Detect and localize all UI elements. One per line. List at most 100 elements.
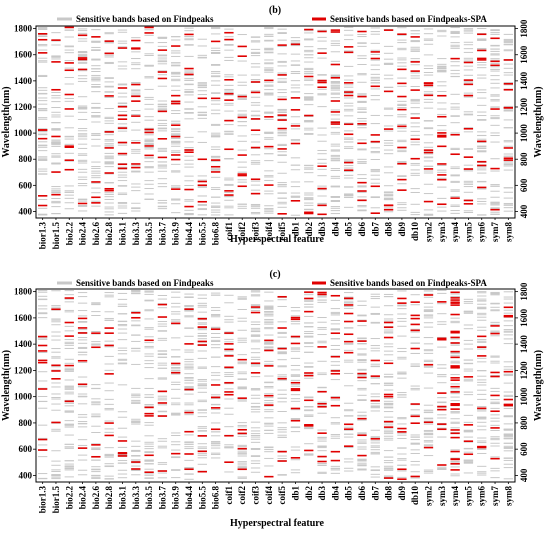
feature-column-db2 [304, 28, 314, 215]
feature-column-bio3.7 [157, 36, 168, 210]
feature-column-db10 [410, 30, 420, 216]
x-tick-label: bio6.8 [211, 222, 221, 246]
feature-column-bio2.6 [91, 302, 101, 479]
feature-column-bio4.4 [184, 27, 194, 216]
y-axis-title-left: Wavelength(nm) [1, 350, 12, 421]
feature-column-sym5 [463, 28, 474, 214]
feature-column-db3 [317, 29, 327, 216]
x-tick-label: db7 [370, 486, 380, 501]
feature-column-bio2.4 [77, 292, 88, 476]
panel-label: (b) [269, 5, 281, 16]
feature-column-bio3.1 [117, 292, 128, 479]
x-tick-label: bior1.3 [38, 486, 48, 514]
y-axis-title-left: Wavelength(nm) [1, 86, 12, 157]
feature-column-bio2.6 [91, 29, 101, 207]
feature-column-bior1.3 [38, 290, 48, 480]
y-tick-label-left: 400 [19, 470, 33, 480]
feature-column-sym2 [423, 28, 434, 216]
feature-column-db7 [370, 293, 380, 478]
plot-frame [35, 25, 516, 219]
y-tick-label-right: 1200 [519, 97, 529, 116]
feature-column-db1 [290, 307, 301, 474]
x-tick-label: bio2.2 [64, 222, 74, 246]
feature-column-sym6 [477, 291, 487, 476]
y-tick-label-right: 1600 [519, 45, 529, 64]
feature-column-db9 [397, 27, 407, 211]
x-tick-label: bio3.5 [144, 222, 154, 246]
x-tick-label: db9 [397, 486, 407, 501]
feature-column-bio2.2 [64, 290, 74, 478]
y-tick-label-right: 600 [519, 442, 529, 456]
feature-column-db1 [290, 37, 301, 216]
y-tick-label-right: 1800 [519, 19, 529, 37]
x-tick-label: bio3.1 [117, 222, 127, 246]
y-tick-label-left: 1000 [14, 128, 33, 138]
y-axis-title-right: Wavelength(nm) [533, 350, 544, 421]
y-tick-label-right: 1600 [519, 308, 529, 327]
feature-column-coif2 [237, 296, 247, 479]
x-tick-label: bio2.4 [78, 222, 88, 246]
x-tick-label: bio2.4 [78, 486, 88, 510]
x-tick-label: coif3 [251, 486, 261, 505]
x-tick-label: bio3.5 [144, 486, 154, 510]
x-tick-label: sym2 [424, 486, 434, 506]
x-tick-label: db5 [344, 486, 354, 501]
feature-column-db9 [397, 290, 407, 480]
feature-column-bio2.2 [64, 26, 74, 210]
feature-column-sym5 [463, 298, 474, 474]
legend-label-findpeaks: Sensitive bands based on Findpeaks [76, 14, 214, 24]
x-tick-label: db6 [357, 222, 367, 237]
y-tick-label-right: 400 [519, 468, 529, 482]
y-tick-label-right: 600 [519, 178, 529, 192]
x-tick-label: bio6.8 [211, 486, 221, 510]
feature-column-db8 [383, 28, 394, 213]
x-tick-label: sym7 [490, 222, 500, 242]
x-tick-label: sym4 [450, 486, 460, 506]
feature-column-sym8 [503, 291, 513, 480]
feature-column-coif5 [277, 28, 287, 215]
feature-column-db5 [344, 292, 354, 472]
feature-column-bio2.8 [104, 32, 114, 216]
y-tick-label-left: 400 [19, 206, 33, 216]
y-tick-label-left: 800 [19, 154, 33, 164]
legend-label-findpeaks-spa: Sensitive bands based on Findpeaks-SPA [330, 278, 487, 288]
x-tick-label: coif1 [224, 222, 234, 241]
x-tick-label: sym7 [490, 486, 500, 506]
feature-column-bio4.4 [184, 293, 194, 480]
x-tick-label: bio3.7 [157, 486, 167, 510]
legend-label-findpeaks: Sensitive bands based on Findpeaks [76, 278, 214, 288]
feature-column-bio3.3 [131, 289, 141, 476]
x-axis-title: Hyperspectral feature [230, 234, 325, 245]
x-tick-label: db10 [410, 222, 420, 242]
x-tick-label: db4 [330, 486, 340, 501]
chart-panel-0: (b)Sensitive bands based on Findpeaks Sen… [1, 5, 544, 249]
x-tick-label: coif1 [224, 486, 234, 505]
y-tick-label-left: 1200 [14, 365, 33, 375]
feature-column-sym8 [503, 33, 513, 212]
panel-label: (c) [269, 269, 280, 280]
y-tick-label-left: 1200 [14, 102, 33, 112]
legend: Sensitive bands based on Findpeaks Sensit… [57, 14, 487, 24]
feature-column-bior1.5 [51, 290, 61, 480]
x-tick-label: bio3.1 [117, 486, 127, 510]
x-tick-label: db4 [330, 222, 340, 237]
feature-column-sym4 [450, 291, 460, 477]
feature-column-db7 [370, 27, 380, 214]
x-tick-label: bio2.6 [91, 222, 101, 246]
feature-column-bio5.5 [197, 38, 207, 216]
x-tick-label: bio3.9 [171, 486, 181, 510]
feature-column-bio6.8 [210, 27, 221, 216]
x-tick-label: sym6 [477, 222, 487, 242]
feature-column-sym2 [423, 290, 434, 474]
feature-column-db4 [330, 29, 341, 215]
x-tick-label: bio4.4 [184, 486, 194, 510]
feature-column-db3 [317, 291, 327, 474]
y-tick-label-right: 800 [519, 152, 529, 166]
y-tick-label-right: 1400 [519, 335, 529, 354]
x-tick-label: bio3.7 [157, 222, 167, 246]
feature-column-coif3 [250, 36, 261, 215]
feature-column-db6 [357, 300, 367, 471]
chart-panel-1: (c) Sensitive bands based on Findpeaks Sen… [1, 269, 544, 529]
x-tick-label: bio5.5 [197, 222, 207, 246]
